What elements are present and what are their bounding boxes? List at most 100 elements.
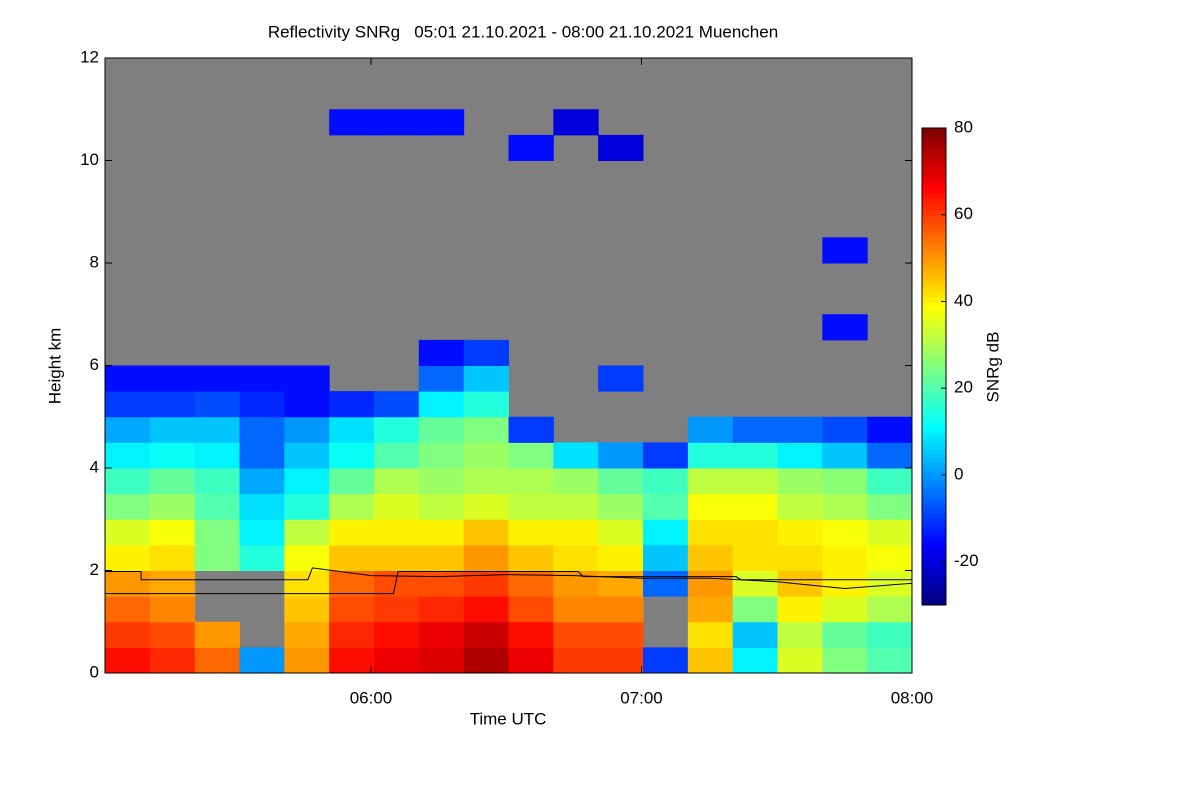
heatmap-cell bbox=[418, 391, 465, 418]
colorbar-strip bbox=[922, 193, 946, 198]
heatmap-cell bbox=[867, 416, 913, 443]
colorbar-strip bbox=[922, 461, 946, 467]
heatmap-cell bbox=[374, 468, 420, 495]
colorbar-strip bbox=[922, 448, 946, 454]
heatmap-cell bbox=[553, 621, 599, 648]
chart-title: Reflectivity SNRg 05:01 21.10.2021 - 08:… bbox=[268, 22, 778, 41]
colorbar-strip bbox=[922, 219, 946, 224]
heatmap-cell bbox=[374, 416, 420, 443]
heatmap-cell bbox=[777, 570, 823, 597]
colorbar-strip bbox=[922, 297, 946, 302]
colorbar-strip bbox=[922, 132, 946, 138]
heatmap-cell bbox=[553, 442, 599, 469]
heatmap-cell bbox=[149, 596, 196, 623]
heatmap-cell bbox=[418, 570, 465, 597]
heatmap-cell bbox=[463, 468, 509, 495]
colorbar-strip bbox=[922, 327, 946, 333]
heatmap-cell bbox=[105, 391, 151, 418]
colorbar-strip bbox=[922, 357, 946, 363]
heatmap-cell bbox=[732, 596, 778, 623]
colorbar-strip bbox=[922, 149, 946, 155]
heatmap-cell bbox=[508, 442, 554, 469]
heatmap-cell bbox=[239, 519, 285, 546]
heatmap-cell bbox=[418, 493, 465, 520]
heatmap-cell bbox=[643, 570, 689, 597]
heatmap-cell bbox=[553, 544, 599, 571]
heatmap-cell bbox=[149, 519, 196, 546]
heatmap-cell bbox=[239, 442, 285, 469]
heatmap-cell bbox=[105, 493, 151, 520]
heatmap-cell bbox=[284, 468, 330, 495]
heatmap-cell bbox=[329, 647, 375, 674]
heatmap-cell bbox=[105, 621, 151, 648]
heatmap-cell bbox=[284, 442, 330, 469]
heatmap-cell bbox=[867, 468, 913, 495]
colorbar-strip bbox=[922, 180, 946, 185]
heatmap-cell bbox=[822, 647, 868, 674]
colorbar-strip bbox=[922, 526, 946, 532]
heatmap-cell bbox=[687, 570, 734, 597]
heatmap-cell bbox=[149, 416, 196, 443]
heatmap-cell bbox=[374, 391, 420, 418]
colorbar-tick-label: 60 bbox=[954, 204, 973, 223]
heatmap-cell bbox=[239, 493, 285, 520]
heatmap-cell bbox=[822, 519, 868, 546]
heatmap-cell bbox=[732, 621, 778, 648]
colorbar-strip bbox=[922, 344, 946, 350]
heatmap-cell bbox=[149, 570, 196, 597]
heatmap-cell bbox=[867, 647, 913, 674]
heatmap-cell bbox=[239, 468, 285, 495]
heatmap-cell bbox=[329, 109, 375, 136]
heatmap-cell bbox=[553, 519, 599, 546]
heatmap-cell bbox=[643, 468, 689, 495]
heatmap-cell bbox=[418, 468, 465, 495]
heatmap-cell bbox=[194, 544, 240, 571]
heatmap-cell bbox=[867, 596, 913, 623]
colorbar-strip bbox=[922, 175, 946, 181]
heatmap-cell bbox=[643, 519, 689, 546]
heatmap-cell bbox=[284, 570, 330, 597]
heatmap-cell bbox=[777, 416, 823, 443]
heatmap-cell bbox=[149, 365, 196, 392]
x-tick-label: 06:00 bbox=[350, 688, 393, 707]
heatmap-cell bbox=[149, 468, 196, 495]
colorbar-strip bbox=[922, 513, 946, 519]
colorbar-strip bbox=[922, 509, 946, 515]
heatmap-cell bbox=[194, 647, 240, 674]
colorbar-strip bbox=[922, 479, 946, 485]
heatmap-cell bbox=[732, 442, 778, 469]
colorbar-strip bbox=[922, 396, 946, 402]
heatmap-cell bbox=[239, 365, 285, 392]
colorbar-frame bbox=[921, 127, 947, 606]
colorbar-strip bbox=[922, 531, 946, 537]
colorbar-strip bbox=[922, 227, 946, 233]
heatmap-cell bbox=[149, 493, 196, 520]
colorbar-strip bbox=[922, 349, 946, 354]
heatmap-cell bbox=[777, 493, 823, 520]
colorbar-strip bbox=[922, 401, 946, 407]
colorbar-strip bbox=[922, 379, 946, 385]
heatmap-cell bbox=[194, 365, 240, 392]
y-tick-label: 6 bbox=[90, 355, 99, 374]
colorbar-strip bbox=[922, 318, 946, 324]
colorbar-strip bbox=[922, 492, 946, 498]
heatmap-cell bbox=[598, 365, 644, 392]
heatmap-cell bbox=[284, 493, 330, 520]
heatmap-cell bbox=[598, 468, 644, 495]
heatmap-cell bbox=[329, 391, 375, 418]
colorbar-strip bbox=[922, 331, 946, 337]
colorbar-strip bbox=[922, 253, 946, 259]
heatmap-cell bbox=[553, 109, 599, 136]
colorbar-strip bbox=[922, 457, 946, 463]
heatmap-cell bbox=[194, 621, 240, 648]
heatmap-cell bbox=[732, 468, 778, 495]
colorbar-strip bbox=[922, 171, 946, 177]
colorbar-strip bbox=[922, 288, 946, 294]
colorbar-strip bbox=[922, 418, 946, 424]
heatmap-cell bbox=[374, 647, 420, 674]
heatmap-cell bbox=[598, 493, 644, 520]
heatmap-cell bbox=[508, 493, 554, 520]
heatmap-cell bbox=[418, 339, 465, 366]
heatmap-cell bbox=[598, 134, 644, 161]
heatmap-cell bbox=[822, 468, 868, 495]
